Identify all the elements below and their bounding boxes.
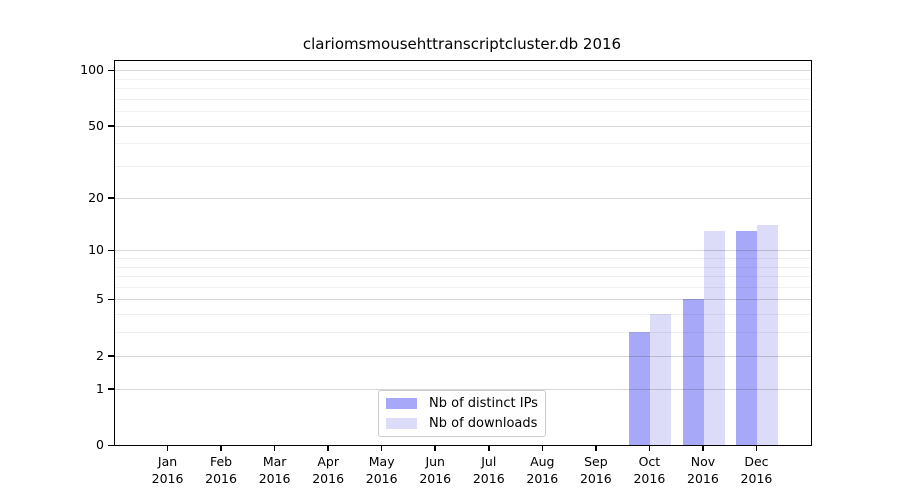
y-tick-mark-0 [108, 444, 114, 446]
x-tick-label-dec: Dec 2016 [721, 453, 791, 487]
gridline-minor-40 [115, 143, 811, 145]
x-tick-mark-nov [702, 446, 704, 451]
x-tick-label-year: 2016 [258, 471, 291, 486]
x-tick-mark-mar [273, 446, 276, 451]
x-tick-label-year: 2016 [633, 471, 666, 486]
x-tick-label-month: May [368, 454, 395, 469]
bar-downloads-nov [703, 230, 725, 445]
y-tick-label-2: 2 [96, 347, 104, 363]
x-tick-label-month: Mar [262, 454, 287, 469]
gridline-minor-30 [115, 166, 811, 168]
y-tick-label-1: 1 [96, 380, 104, 396]
y-tick-mark-5 [108, 298, 114, 301]
y-tick-mark-100 [108, 69, 114, 72]
legend-label-downloads: Nb of downloads [429, 416, 538, 431]
x-tick-label-sep: Sep 2016 [561, 453, 631, 487]
x-tick-mark-may [380, 446, 383, 451]
x-tick-label-month: Jul [481, 454, 497, 469]
gridline-major-20 [115, 197, 811, 199]
gridline-minor-80 [115, 88, 811, 90]
x-tick-label-month: Oct [638, 454, 661, 469]
y-tick-label-50: 50 [88, 117, 104, 133]
x-tick-label-jun: Jun 2016 [400, 453, 470, 487]
x-tick-label-year: 2016 [740, 471, 773, 486]
y-tick-mark-2 [108, 355, 114, 357]
x-tick-label-year: 2016 [151, 471, 184, 486]
x-tick-label-aug: Aug 2016 [507, 453, 577, 487]
x-tick-label-jan: Jan 2016 [133, 453, 203, 487]
legend-row-downloads: Nb of downloads [386, 416, 545, 431]
y-tick-label-5: 5 [96, 291, 104, 307]
gridline-minor-70 [115, 98, 811, 100]
gridline-major-50 [115, 125, 811, 127]
x-tick-label-year: 2016 [472, 471, 505, 486]
plot-area [114, 60, 812, 446]
legend: Nb of distinct IPs Nb of downloads [378, 390, 546, 437]
x-tick-label-month: Sep [584, 454, 608, 469]
legend-swatch-downloads-icon [386, 418, 417, 429]
x-tick-label-month: Nov [690, 454, 716, 469]
bar-distinct-ips-oct [629, 332, 651, 445]
x-tick-mark-oct [648, 446, 651, 451]
x-tick-label-year: 2016 [579, 471, 612, 486]
bar-downloads-oct [650, 314, 672, 445]
y-tick-label-0: 0 [96, 437, 104, 452]
y-tick-mark-20 [108, 197, 114, 199]
y-tick-label-100: 100 [80, 62, 104, 78]
gridline-major-100 [115, 70, 811, 72]
x-tick-mark-dec [755, 446, 758, 451]
x-tick-label-oct: Oct 2016 [614, 453, 684, 487]
legend-swatch-distinct-ips-icon [386, 398, 417, 409]
x-tick-label-month: Feb [209, 454, 233, 469]
y-tick-label-20: 20 [88, 189, 104, 205]
bar-downloads-dec [757, 225, 779, 445]
y-tick-mark-50 [108, 125, 114, 127]
x-tick-mark-apr [327, 446, 329, 451]
x-tick-label-may: May 2016 [347, 453, 417, 487]
gridline-minor-60 [115, 111, 811, 113]
x-tick-mark-sep [595, 446, 597, 451]
y-tick-mark-1 [108, 388, 114, 390]
x-tick-label-month: Jun [425, 454, 445, 469]
bar-distinct-ips-dec [736, 230, 758, 445]
legend-label-distinct-ips: Nb of distinct IPs [429, 396, 538, 411]
x-tick-mark-aug [541, 446, 544, 451]
gridline-minor-90 [115, 78, 811, 80]
x-tick-label-month: Aug [530, 454, 555, 469]
x-tick-label-feb: Feb 2016 [186, 453, 256, 487]
x-tick-mark-feb [220, 446, 222, 451]
chart-title: clariomsmousehttranscriptcluster.db 2016 [302, 35, 622, 53]
x-tick-label-month: Dec [744, 454, 769, 469]
x-tick-label-mar: Mar 2016 [240, 453, 310, 487]
x-tick-label-year: 2016 [526, 471, 559, 486]
x-tick-label-nov: Nov 2016 [668, 453, 738, 487]
legend-row-distinct-ips: Nb of distinct IPs [386, 396, 545, 411]
x-tick-label-apr: Apr 2016 [293, 453, 363, 487]
x-tick-mark-jun [434, 446, 436, 451]
x-tick-label-year: 2016 [419, 471, 452, 486]
x-tick-label-jul: Jul 2016 [454, 453, 524, 487]
x-tick-label-month: Jan [157, 454, 178, 469]
x-tick-label-year: 2016 [687, 471, 719, 486]
x-tick-mark-jan [166, 446, 169, 451]
x-tick-label-year: 2016 [365, 471, 398, 486]
x-tick-mark-jul [488, 446, 490, 451]
x-tick-label-year: 2016 [312, 471, 345, 486]
x-tick-label-year: 2016 [205, 471, 237, 486]
y-tick-mark-10 [108, 249, 114, 252]
x-tick-label-month: Apr [317, 454, 339, 469]
bar-distinct-ips-nov [682, 299, 704, 445]
y-tick-label-10: 10 [88, 242, 104, 258]
